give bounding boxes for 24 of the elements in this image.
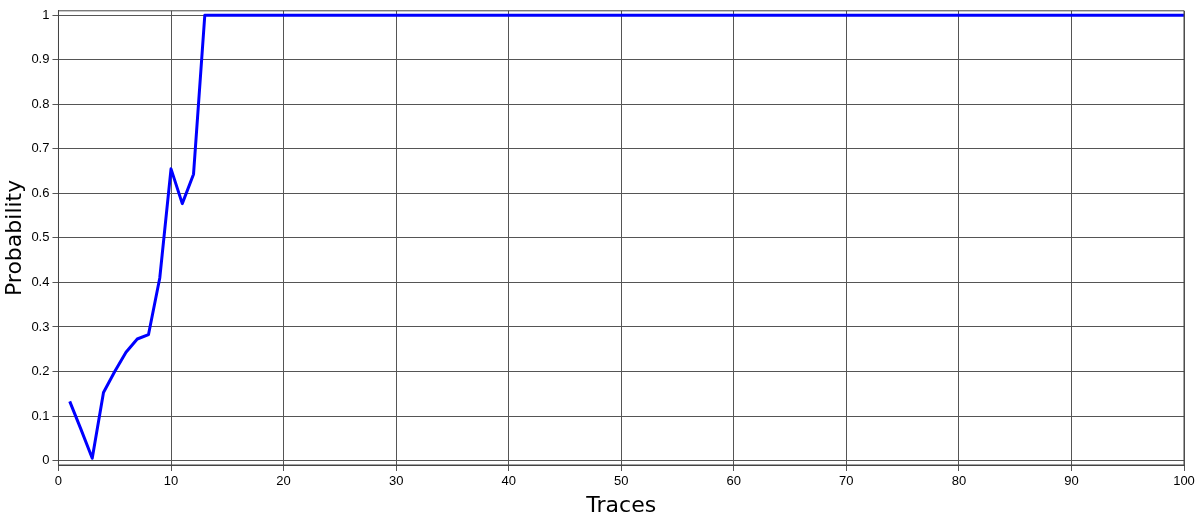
y-tick-label: 0.5 [31,229,50,245]
y-tick-label: 0.1 [31,407,50,423]
x-axis-title: Traces [585,491,657,517]
x-tick-label: 20 [276,473,291,489]
x-tick-label: 30 [388,473,404,489]
y-tick-label: 0.7 [31,140,50,156]
y-axis-title: Probability [0,179,26,297]
y-tick-label: 0.2 [31,363,50,379]
x-tick-label: 40 [501,473,516,489]
x-tick-label: 90 [1064,473,1079,489]
x-tick-label: 50 [614,473,629,489]
x-tick-label: 10 [163,473,179,489]
x-tick-label: 70 [839,473,854,489]
x-tick-label: 80 [951,473,967,489]
x-tick-label: 100 [1173,473,1195,489]
x-tick-label: 60 [726,473,742,489]
y-tick-label: 0.9 [31,51,50,67]
y-tick-label: 0.8 [31,95,50,111]
y-tick-label: 0 [42,452,50,468]
y-tick-label: 0.4 [31,274,50,290]
y-tick-label: 0.3 [31,318,50,334]
x-tick-label: 0 [54,473,63,489]
y-tick-label: 0.6 [31,184,50,200]
y-tick-label: 1 [42,6,50,22]
